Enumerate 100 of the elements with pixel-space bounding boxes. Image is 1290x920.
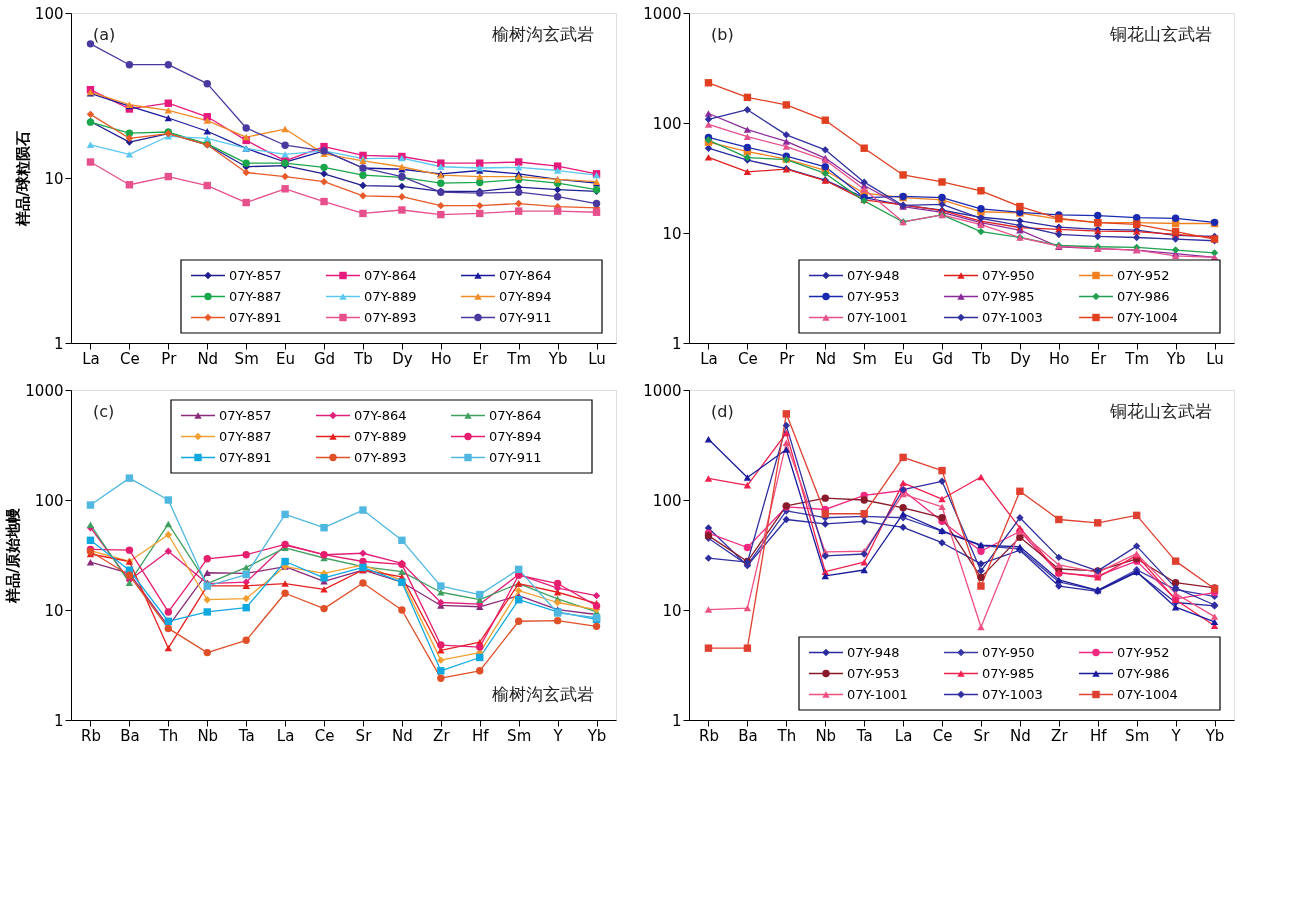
- legend-label: 07Y-891: [229, 309, 282, 325]
- x-tick-label: Tm: [1124, 349, 1150, 368]
- annotation: (a): [93, 25, 116, 44]
- legend-label: 07Y-911: [489, 449, 542, 465]
- annotation: 榆树沟玄武岩: [492, 684, 594, 704]
- legend-label: 07Y-1001: [847, 686, 908, 702]
- annotation: (d): [711, 402, 734, 421]
- legend-label: 07Y-1003: [982, 686, 1043, 702]
- y-tick-label: 1000: [643, 381, 682, 400]
- annotation: (c): [93, 402, 115, 421]
- x-tick-label: La: [276, 726, 295, 745]
- y-axis-title: 样品/球粒陨石: [13, 130, 32, 228]
- x-tick-label: Sm: [1125, 726, 1150, 745]
- legend-label: 07Y-864: [364, 267, 417, 283]
- y-axis-title: 样品/原始地幔: [4, 507, 23, 605]
- legend-label: 07Y-891: [219, 449, 272, 465]
- y-tick-label: 10: [662, 224, 682, 243]
- x-tick-label: Sr: [355, 726, 373, 745]
- x-tick-label: Ce: [932, 726, 953, 745]
- x-tick-label: Ba: [120, 726, 140, 745]
- x-tick-label: Er: [472, 349, 489, 368]
- x-tick-label: Tm: [506, 349, 532, 368]
- legend-label: 07Y-985: [982, 665, 1035, 681]
- y-tick-label: 100: [652, 114, 682, 133]
- x-tick-label: Sm: [234, 349, 259, 368]
- legend-label: 07Y-887: [219, 428, 272, 444]
- legend-label: 07Y-1004: [1117, 309, 1178, 325]
- legend-label: 07Y-985: [982, 288, 1035, 304]
- x-tick-label: Lu: [1206, 349, 1224, 368]
- legend-label: 07Y-893: [364, 309, 417, 325]
- y-tick-label: 1: [53, 334, 64, 353]
- x-tick-label: Nd: [815, 349, 837, 368]
- legend-label: 07Y-889: [354, 428, 407, 444]
- legend-label: 07Y-950: [982, 267, 1035, 283]
- x-tick-label: Nb: [197, 726, 219, 745]
- x-tick-label: Y: [552, 726, 564, 745]
- legend-label: 07Y-986: [1117, 288, 1170, 304]
- x-tick-label: Y: [1170, 726, 1182, 745]
- x-tick-label: Zr: [433, 726, 451, 745]
- x-tick-label: Rb: [80, 726, 101, 745]
- x-tick-label: Eu: [276, 349, 296, 368]
- x-tick-label: Ho: [1049, 349, 1070, 368]
- legend-label: 07Y-864: [489, 407, 542, 423]
- legend-label: 07Y-950: [982, 644, 1035, 660]
- legend-label: 07Y-986: [1117, 665, 1170, 681]
- x-tick-label: Ce: [738, 349, 758, 368]
- legend-label: 07Y-889: [364, 288, 417, 304]
- x-tick-label: Lu: [588, 349, 606, 368]
- x-tick-label: Tb: [971, 349, 991, 368]
- x-tick-label: Nd: [1010, 726, 1031, 745]
- x-tick-label: La: [82, 349, 100, 368]
- y-tick-label: 1: [53, 711, 64, 730]
- x-tick-label: Rb: [698, 726, 719, 745]
- y-tick-label: 10: [44, 169, 64, 188]
- legend-label: 07Y-948: [847, 644, 900, 660]
- x-tick-label: Th: [158, 726, 179, 745]
- legend-label: 07Y-893: [354, 449, 407, 465]
- legend-label: 07Y-857: [219, 407, 272, 423]
- x-tick-label: Hf: [1089, 726, 1108, 745]
- y-tick-label: 1: [671, 334, 682, 353]
- legend-label: 07Y-857: [229, 267, 282, 283]
- legend-label: 07Y-953: [847, 288, 900, 304]
- x-tick-label: Yb: [547, 349, 568, 368]
- x-tick-label: Ho: [431, 349, 452, 368]
- x-tick-label: Er: [1090, 349, 1107, 368]
- x-tick-label: Ba: [738, 726, 758, 745]
- y-tick-label: 1000: [25, 381, 64, 400]
- y-tick-label: 100: [34, 4, 64, 23]
- x-tick-label: Sr: [973, 726, 991, 745]
- annotation: 铜花山玄武岩: [1109, 401, 1212, 421]
- x-tick-label: Nd: [392, 726, 413, 745]
- x-tick-label: Gd: [931, 349, 954, 368]
- x-tick-label: Tb: [353, 349, 373, 368]
- legend-label: 07Y-894: [489, 428, 542, 444]
- x-tick-label: Yb: [1165, 349, 1186, 368]
- y-tick-label: 1: [671, 711, 682, 730]
- y-tick-label: 1000: [643, 4, 682, 23]
- x-tick-label: Pr: [161, 349, 178, 368]
- y-tick-label: 10: [44, 601, 64, 620]
- x-tick-label: Th: [776, 726, 797, 745]
- x-tick-label: Ta: [237, 726, 255, 745]
- x-tick-label: La: [700, 349, 718, 368]
- x-tick-label: Dy: [1010, 349, 1031, 368]
- y-tick-label: 10: [662, 601, 682, 620]
- x-tick-label: Yb: [586, 726, 607, 745]
- legend-label: 07Y-894: [499, 288, 552, 304]
- legend-label: 07Y-1003: [982, 309, 1043, 325]
- x-tick-label: Nb: [815, 726, 837, 745]
- legend-label: 07Y-952: [1117, 267, 1170, 283]
- x-tick-label: Hf: [471, 726, 490, 745]
- y-tick-label: 100: [652, 491, 682, 510]
- annotation: 榆树沟玄武岩: [492, 24, 594, 44]
- x-tick-label: La: [894, 726, 913, 745]
- legend-label: 07Y-948: [847, 267, 900, 283]
- legend-label: 07Y-1004: [1117, 686, 1178, 702]
- legend-label: 07Y-1001: [847, 309, 908, 325]
- x-tick-label: Eu: [894, 349, 914, 368]
- legend-label: 07Y-911: [499, 309, 552, 325]
- y-tick-label: 100: [34, 491, 64, 510]
- x-tick-label: Pr: [779, 349, 796, 368]
